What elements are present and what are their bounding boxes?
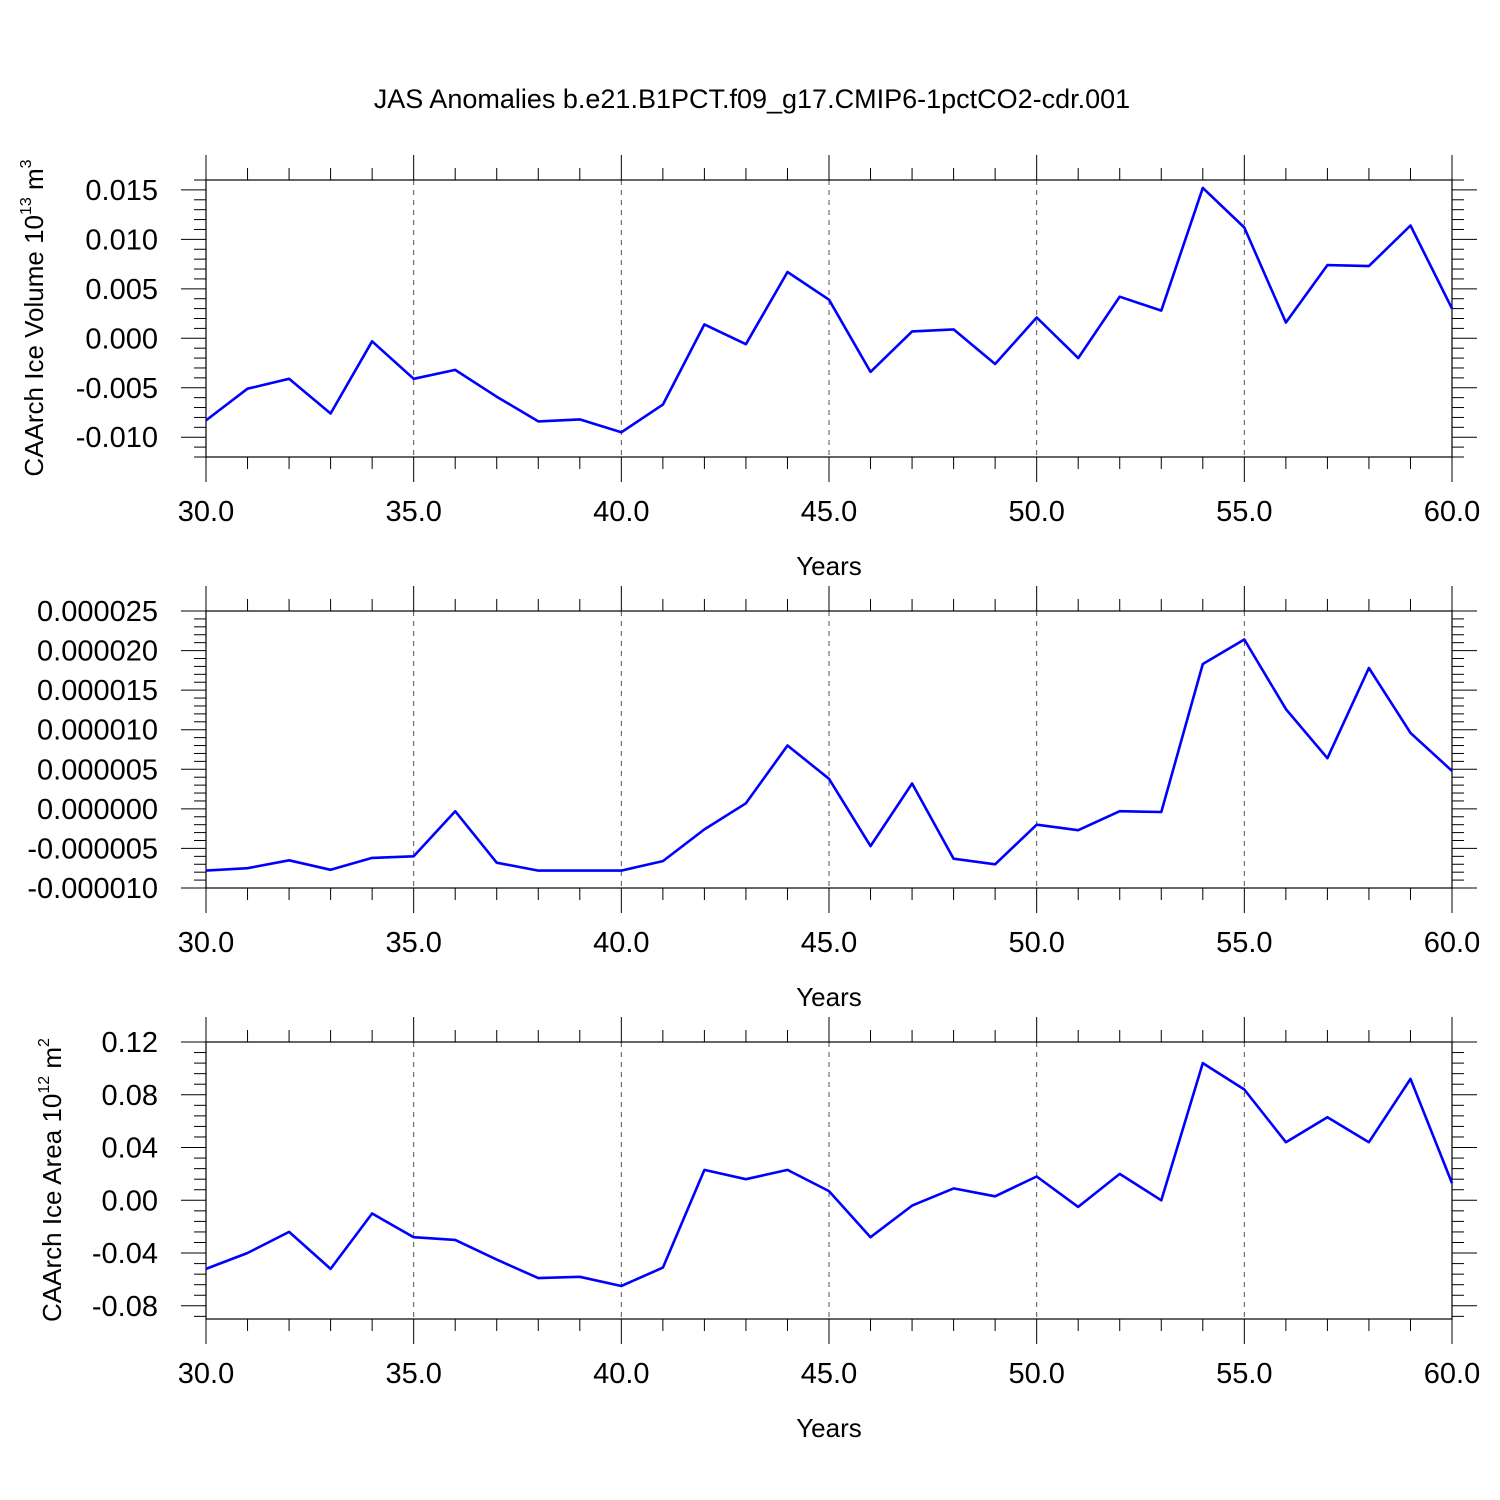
y-tick-label: 0.08 <box>102 1080 158 1112</box>
x-tick-label: 50.0 <box>1008 496 1064 528</box>
y-axis-title: CAArch Ice Volume 1013 m3 <box>18 159 49 476</box>
y-axis-title-unit: m <box>19 168 49 197</box>
x-tick-label: 55.0 <box>1216 1358 1272 1390</box>
y-tick-label: -0.010 <box>76 422 158 454</box>
x-tick-label: 35.0 <box>385 496 441 528</box>
y-tick-label: -0.04 <box>92 1238 158 1270</box>
x-tick-label: 60.0 <box>1424 927 1480 959</box>
x-tick-label: 40.0 <box>593 1358 649 1390</box>
y-tick-label: -0.08 <box>92 1291 158 1323</box>
y-tick-label: -0.005 <box>76 373 158 405</box>
y-axis-title-exponent: 13 <box>18 197 35 215</box>
x-tick-label: 60.0 <box>1424 496 1480 528</box>
x-tick-label: 45.0 <box>801 927 857 959</box>
y-tick-label: 0.000 <box>85 323 158 355</box>
x-tick-label: 55.0 <box>1216 927 1272 959</box>
y-tick-label: 0.000015 <box>37 675 158 707</box>
chart-title: JAS Anomalies b.e21.B1PCT.f09_g17.CMIP6-… <box>374 84 1130 114</box>
y-tick-label: 0.015 <box>85 175 158 207</box>
y-tick-label: -0.000005 <box>27 833 158 865</box>
y-tick-label: 0.010 <box>85 224 158 256</box>
y-axis-title-unit: m <box>37 1047 67 1076</box>
y-tick-label: -0.000010 <box>27 873 158 905</box>
y-axis-title-text: CAArch Ice Volume 10 <box>19 215 49 477</box>
y-tick-label: 0.000010 <box>37 715 158 747</box>
x-tick-label: 30.0 <box>178 1358 234 1390</box>
x-tick-label: 55.0 <box>1216 496 1272 528</box>
x-tick-label: 40.0 <box>593 927 649 959</box>
x-axis-title: Years <box>796 551 862 581</box>
y-tick-label: 0.005 <box>85 274 158 306</box>
y-axis-title-unit-exponent: 3 <box>18 159 35 168</box>
x-tick-label: 35.0 <box>385 1358 441 1390</box>
y-axis-title: CAArch Ice Area 1012 m2 <box>36 1038 67 1322</box>
x-axis-title: Years <box>796 982 862 1012</box>
y-tick-label: 0.04 <box>102 1133 158 1165</box>
y-tick-label: 0.12 <box>102 1027 158 1059</box>
y-tick-label: 0.000005 <box>37 754 158 786</box>
y-tick-label: 0.000020 <box>37 636 158 668</box>
chart-panel-3: 30.0 35.0 40.0 45.0 50.0 55.0 60.0 Years -0.08 -0… <box>36 1017 1480 1443</box>
x-tick-label: 45.0 <box>801 1358 857 1390</box>
y-axis-title-exponent: 12 <box>36 1076 53 1094</box>
y-tick-label: 0.000000 <box>37 794 158 826</box>
x-tick-label: 35.0 <box>385 927 441 959</box>
x-tick-label: 30.0 <box>178 496 234 528</box>
y-axis-title-unit-exponent: 2 <box>36 1038 53 1047</box>
x-tick-label: 40.0 <box>593 496 649 528</box>
chart-panel-1: 30.0 35.0 40.0 45.0 50.0 55.0 60.0 Years -0.010 -… <box>18 155 1480 581</box>
x-tick-label: 60.0 <box>1424 1358 1480 1390</box>
x-tick-label: 50.0 <box>1008 927 1064 959</box>
x-tick-label: 30.0 <box>178 927 234 959</box>
x-tick-label: 45.0 <box>801 496 857 528</box>
y-tick-label: 0.000025 <box>37 596 158 628</box>
y-axis-title-text: CAArch Ice Area 10 <box>37 1094 67 1322</box>
x-tick-label: 50.0 <box>1008 1358 1064 1390</box>
y-tick-label: 0.00 <box>102 1185 158 1217</box>
x-axis-title: Years <box>796 1413 862 1443</box>
chart-panel-2: 30.0 35.0 40.0 45.0 50.0 55.0 60.0 Years -0.0000… <box>27 586 1480 1012</box>
